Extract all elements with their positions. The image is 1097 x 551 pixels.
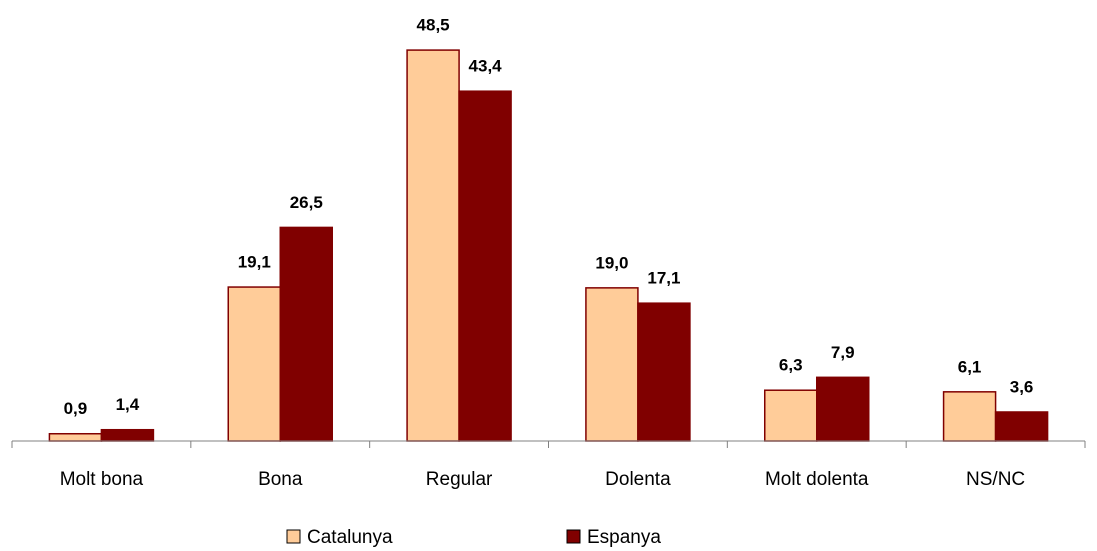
legend-label: Espanya (587, 527, 661, 548)
bar (637, 302, 691, 442)
x-tick-label: Molt bona (60, 469, 144, 490)
value-label: 43,4 (469, 57, 503, 76)
bar (994, 411, 1049, 442)
bar (816, 376, 870, 442)
value-label: 48,5 (417, 16, 450, 35)
x-tick-label: Bona (258, 469, 303, 490)
value-label: 3,6 (1010, 377, 1034, 396)
value-label: 6,1 (958, 357, 982, 376)
bar (764, 389, 818, 442)
bar (279, 226, 333, 442)
legend-label: Catalunya (307, 527, 393, 548)
value-label: 26,5 (290, 193, 323, 212)
legend-swatch (286, 529, 301, 544)
value-label: 1,4 (116, 395, 140, 414)
bar (48, 432, 103, 442)
value-label: 6,3 (779, 356, 803, 375)
x-tick-label: Dolenta (605, 469, 671, 490)
value-label: 0,9 (64, 399, 88, 418)
value-label: 19,1 (238, 253, 271, 272)
value-label: 17,1 (647, 269, 680, 288)
bar (585, 287, 639, 442)
x-tick-label: Molt dolenta (765, 469, 869, 490)
x-tick-label: NS/NC (966, 469, 1025, 490)
value-label: 19,0 (595, 253, 628, 272)
bar (227, 286, 281, 442)
x-tick-label: Regular (426, 469, 493, 490)
legend-swatch (566, 529, 581, 544)
bar (406, 49, 460, 442)
bar (100, 428, 155, 442)
value-label: 7,9 (831, 343, 855, 362)
bar (458, 90, 512, 442)
bar (942, 391, 997, 442)
